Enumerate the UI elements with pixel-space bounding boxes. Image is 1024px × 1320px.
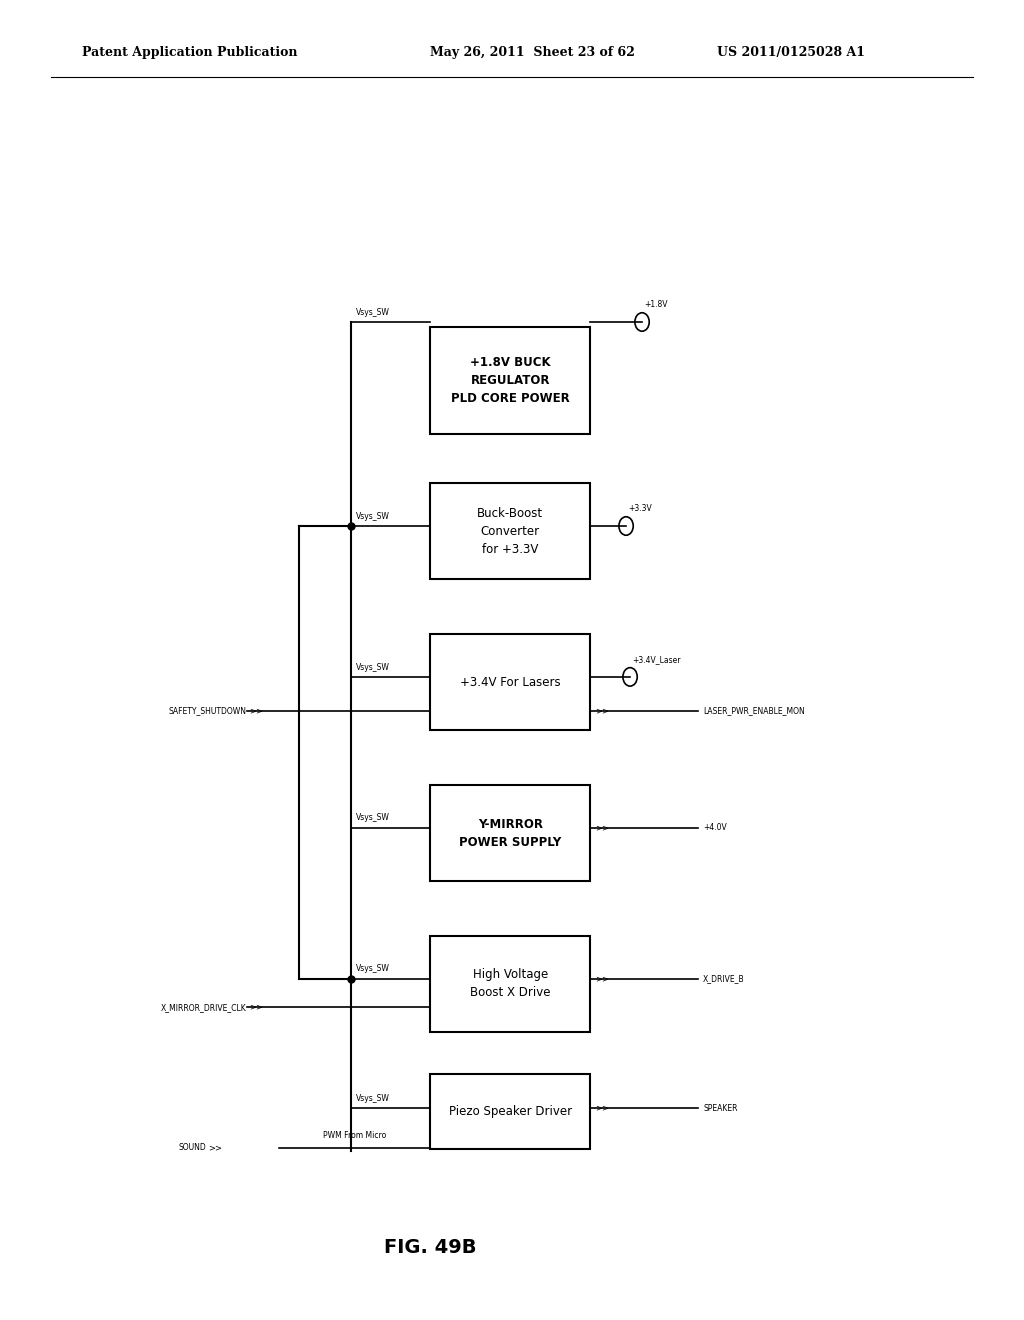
Text: +1.8V: +1.8V — [644, 300, 668, 309]
Text: X_DRIVE_B: X_DRIVE_B — [703, 974, 744, 983]
FancyBboxPatch shape — [430, 1074, 590, 1148]
Text: Vsys_SW: Vsys_SW — [355, 965, 389, 973]
Text: Vsys_SW: Vsys_SW — [355, 663, 389, 672]
Text: >>: >> — [249, 1003, 263, 1012]
Text: FIG. 49B: FIG. 49B — [384, 1238, 476, 1257]
Text: Vsys_SW: Vsys_SW — [355, 1094, 389, 1104]
Text: >>: >> — [595, 824, 609, 833]
Text: X_MIRROR_DRIVE_CLK: X_MIRROR_DRIVE_CLK — [161, 1003, 247, 1012]
Text: SOUND: SOUND — [179, 1143, 207, 1152]
Text: Vsys_SW: Vsys_SW — [355, 512, 389, 520]
Text: Piezo Speaker Driver: Piezo Speaker Driver — [449, 1105, 571, 1118]
Text: >>: >> — [249, 706, 263, 715]
FancyBboxPatch shape — [430, 483, 590, 579]
Text: LASER_PWR_ENABLE_MON: LASER_PWR_ENABLE_MON — [703, 706, 805, 715]
Text: +4.0V: +4.0V — [703, 824, 727, 833]
FancyBboxPatch shape — [430, 635, 590, 730]
Text: +3.4V_Laser: +3.4V_Laser — [632, 655, 681, 664]
Text: High Voltage
Boost X Drive: High Voltage Boost X Drive — [470, 969, 551, 999]
Text: >>: >> — [595, 706, 609, 715]
Text: Vsys_SW: Vsys_SW — [355, 813, 389, 822]
Text: SPEAKER: SPEAKER — [703, 1104, 737, 1113]
Text: +3.4V For Lasers: +3.4V For Lasers — [460, 676, 560, 689]
Text: Patent Application Publication: Patent Application Publication — [82, 46, 297, 59]
Text: >>: >> — [595, 974, 609, 983]
Text: Vsys_SW: Vsys_SW — [355, 308, 389, 317]
Text: Buck-Boost
Converter
for +3.3V: Buck-Boost Converter for +3.3V — [477, 507, 544, 556]
Text: +1.8V BUCK
REGULATOR
PLD CORE POWER: +1.8V BUCK REGULATOR PLD CORE POWER — [451, 356, 569, 405]
Text: +3.3V: +3.3V — [628, 504, 652, 512]
Text: SAFETY_SHUTDOWN: SAFETY_SHUTDOWN — [169, 706, 247, 715]
Text: PWM From Micro: PWM From Micro — [323, 1131, 386, 1139]
FancyBboxPatch shape — [430, 785, 590, 880]
Text: May 26, 2011  Sheet 23 of 62: May 26, 2011 Sheet 23 of 62 — [430, 46, 635, 59]
Text: >>: >> — [595, 1104, 609, 1113]
Text: US 2011/0125028 A1: US 2011/0125028 A1 — [717, 46, 865, 59]
FancyBboxPatch shape — [430, 936, 590, 1032]
Text: Y-MIRROR
POWER SUPPLY: Y-MIRROR POWER SUPPLY — [459, 817, 561, 849]
FancyBboxPatch shape — [430, 327, 590, 433]
Text: >>: >> — [208, 1143, 222, 1152]
